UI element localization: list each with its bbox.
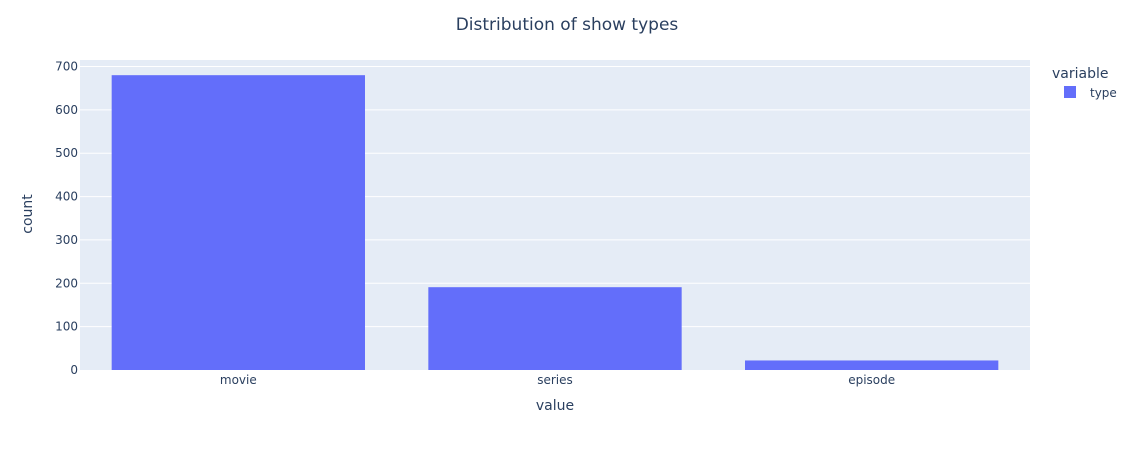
x-tick-label: episode [848,373,895,387]
bar-movie[interactable] [111,75,366,370]
y-tick-label: 300 [55,233,78,247]
y-tick-label: 400 [55,190,78,204]
y-axis-ticks: 0 100 200 300 400 500 600 700 [55,60,78,377]
bars [111,75,999,370]
legend-item-type[interactable]: type [1090,86,1117,100]
x-axis-ticks: movie series episode [220,373,895,387]
x-axis-title: value [536,398,574,414]
y-tick-label: 200 [55,276,78,290]
y-tick-label: 600 [55,103,78,117]
y-tick-label: 500 [55,146,78,160]
y-tick-label: 700 [55,60,78,74]
x-tick-label: series [537,373,573,387]
chart-title: Distribution of show types [456,15,679,35]
bar-series[interactable] [428,287,682,370]
legend[interactable]: variable type [1052,66,1117,100]
bar-episode[interactable] [745,360,999,370]
legend-swatch[interactable] [1064,86,1076,98]
y-axis-title: count [20,194,36,234]
y-tick-label: 100 [55,320,78,334]
legend-title: variable [1052,66,1108,82]
y-tick-label: 0 [70,363,78,377]
x-tick-label: movie [220,373,257,387]
